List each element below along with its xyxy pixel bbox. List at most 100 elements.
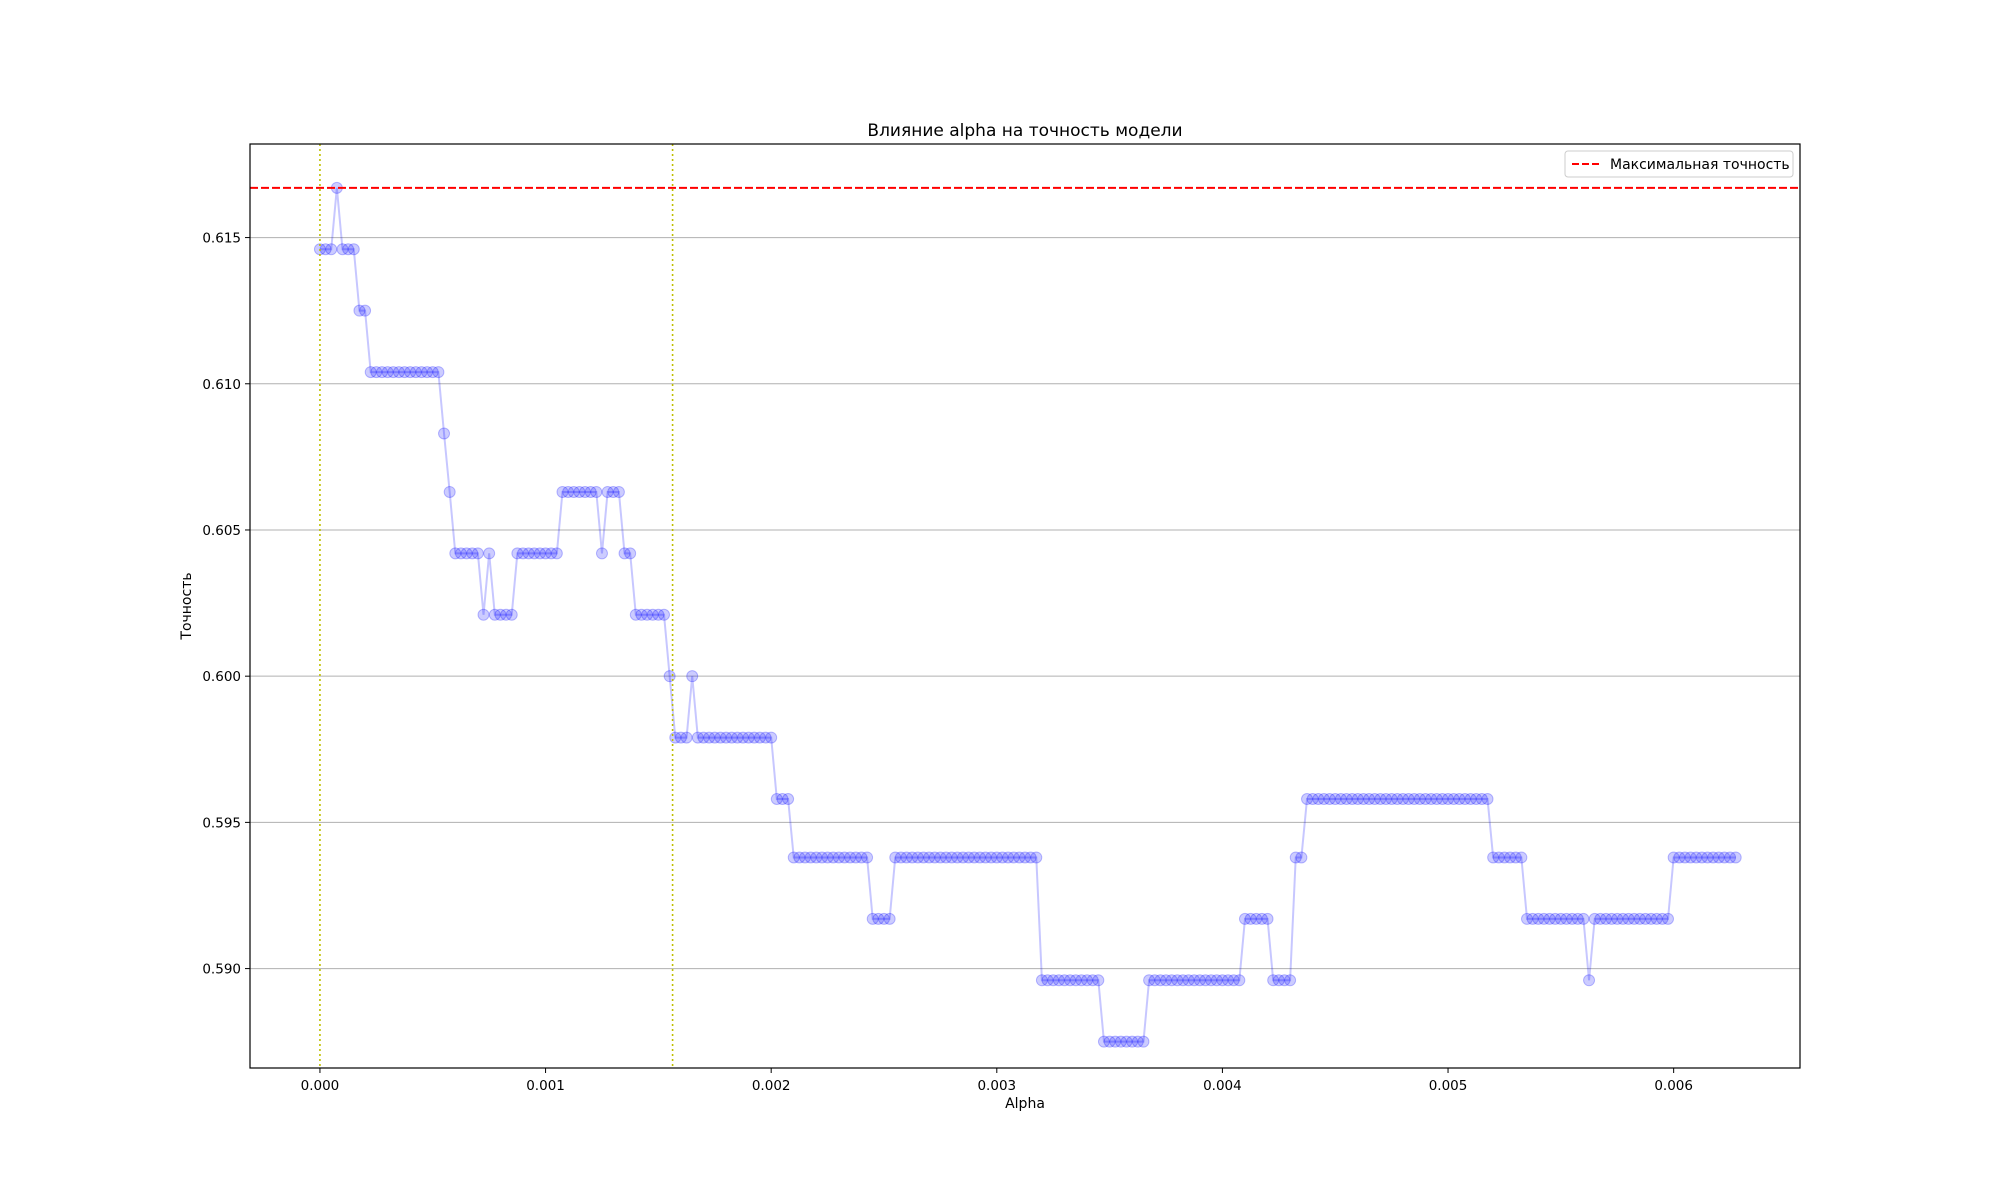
data-point (1566, 912, 1579, 925)
data-point (1301, 792, 1314, 805)
data-point (1284, 974, 1297, 987)
data-point (1278, 974, 1291, 987)
data-point (1368, 792, 1381, 805)
x-tick-label: 0.004 (1203, 1078, 1242, 1094)
data-point (635, 608, 648, 621)
data-point (387, 366, 400, 379)
data-point (770, 792, 783, 805)
data-point (1425, 792, 1438, 805)
data-point (1537, 912, 1550, 925)
data-point (849, 851, 862, 864)
data-point (1176, 974, 1189, 987)
data-point (1408, 792, 1421, 805)
data-point (1515, 851, 1528, 864)
data-point (1035, 974, 1048, 987)
data-point (1475, 792, 1488, 805)
data-point (381, 366, 394, 379)
data-point (1238, 912, 1251, 925)
data-point (562, 485, 575, 498)
data-point (1148, 974, 1161, 987)
data-point (708, 731, 721, 744)
data-point (1289, 851, 1302, 864)
data-point (1458, 792, 1471, 805)
x-axis-ticks: 0.000 0.001 0.002 0.003 0.004 0.005 0.006 (301, 1068, 1693, 1094)
data-point (1222, 974, 1235, 987)
data-point (951, 851, 964, 864)
data-point (595, 547, 608, 560)
data-point (1622, 912, 1635, 925)
data-point (1464, 792, 1477, 805)
data-point (550, 547, 563, 560)
y-tick-label: 0.605 (202, 523, 241, 539)
data-point (956, 851, 969, 864)
data-point (832, 851, 845, 864)
data-point (911, 851, 924, 864)
data-point (985, 851, 998, 864)
legend-label: Максимальная точность (1610, 157, 1790, 173)
data-point (336, 243, 349, 256)
data-point (1019, 851, 1031, 864)
data-point (646, 608, 659, 621)
data-point (1052, 974, 1065, 987)
data-point (1481, 792, 1494, 805)
data-point (782, 792, 795, 805)
data-point (1086, 974, 1099, 987)
data-point (742, 731, 755, 744)
data-point (1165, 974, 1178, 987)
legend: Максимальная точность (1564, 150, 1794, 178)
data-point (533, 547, 546, 560)
data-point (1402, 792, 1415, 805)
x-axis-label: Alpha (1005, 1096, 1045, 1112)
data-point (528, 547, 541, 560)
data-point (1645, 912, 1658, 925)
legend-box (1564, 150, 1794, 178)
data-point (1272, 974, 1285, 987)
data-point (866, 912, 879, 925)
data-point (1583, 974, 1596, 987)
data-point (1363, 792, 1376, 805)
data-point (443, 485, 456, 498)
data-point (923, 851, 936, 864)
data-point (471, 547, 484, 560)
data-point (1193, 974, 1206, 987)
data-point (1329, 792, 1342, 805)
data-point (827, 851, 840, 864)
data-point (1075, 974, 1088, 987)
data-point (522, 547, 535, 560)
data-point (488, 608, 501, 621)
data-point (460, 547, 473, 560)
data-point (347, 243, 360, 256)
data-point (1007, 851, 1020, 864)
data-point (466, 547, 479, 560)
data-point (1064, 974, 1077, 987)
data-point (426, 366, 439, 379)
data-point (1430, 792, 1443, 805)
data-point (415, 366, 428, 379)
data-point (359, 304, 372, 317)
data-point (674, 731, 687, 744)
data-point (680, 731, 693, 744)
data-point (1227, 974, 1240, 987)
data-point (1695, 851, 1708, 864)
data-point (601, 485, 614, 498)
data-point (1182, 974, 1195, 987)
data-point (449, 547, 462, 560)
data-point (342, 243, 355, 256)
data-point (714, 731, 727, 744)
data-point (1199, 974, 1212, 987)
data-point (624, 547, 637, 560)
data-point (1379, 792, 1392, 805)
chart-title: Влияние alpha на точность модели (867, 121, 1182, 141)
data-point (1374, 792, 1387, 805)
data-point (1244, 912, 1257, 925)
x-tick-label: 0.003 (977, 1078, 1016, 1094)
data-point (1351, 792, 1364, 805)
data-point (1492, 851, 1505, 864)
data-point (697, 731, 710, 744)
data-point (1306, 792, 1319, 805)
data-point (1261, 912, 1274, 925)
data-point (1718, 851, 1731, 864)
data-point (353, 304, 366, 317)
data-point (658, 608, 671, 621)
